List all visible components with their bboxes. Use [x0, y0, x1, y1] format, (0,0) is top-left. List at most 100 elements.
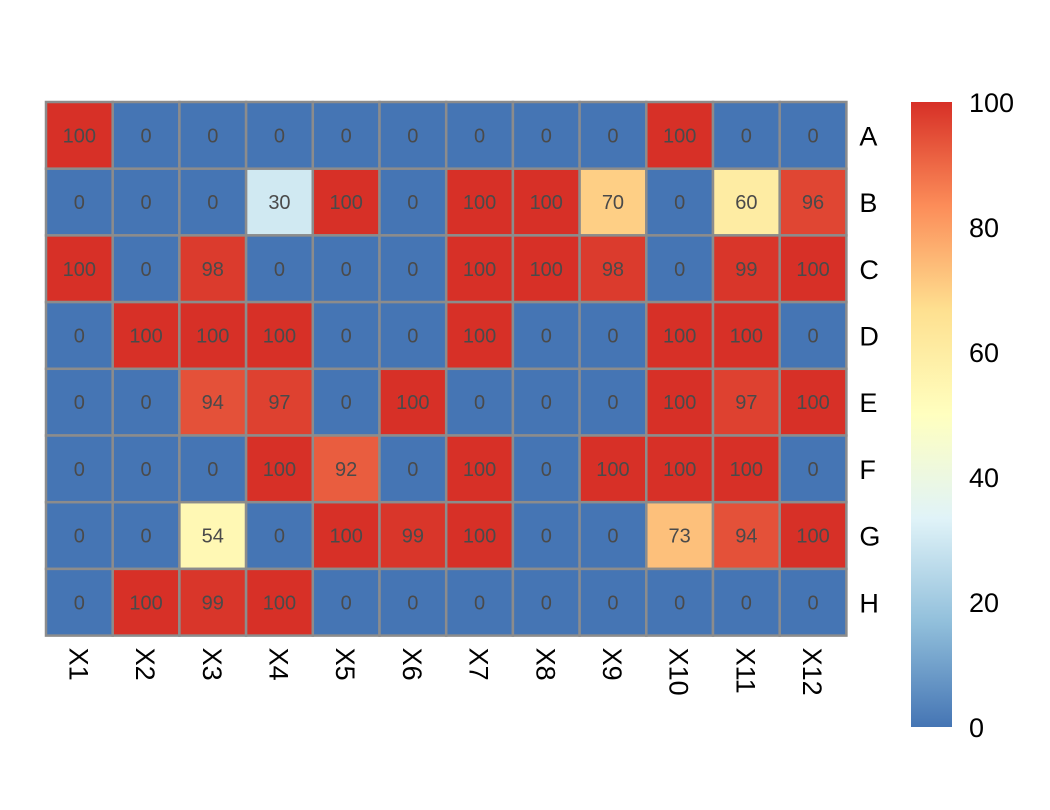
cell-value-label: 100	[463, 459, 496, 481]
heatmap-cell-E-X7	[444, 367, 515, 437]
cell-value-label: 0	[541, 325, 552, 347]
cell-value-label: 0	[341, 325, 352, 347]
row-labels: A B C D E F G H	[859, 121, 880, 618]
heatmap-cell-G-X6	[378, 500, 448, 571]
cell-value-label: 100	[663, 392, 696, 414]
cell-value-label: 0	[474, 392, 485, 414]
heatmap-cell-H-X10	[645, 567, 715, 637]
cell-value-label: 100	[129, 325, 162, 347]
column-label-X6: X6	[397, 648, 427, 681]
cell-value-label: 0	[207, 125, 218, 147]
heatmap-cell-B-X8	[511, 167, 581, 237]
cell-value-label: 100	[329, 526, 362, 548]
cell-value-label: 0	[341, 125, 352, 147]
heatmap-cell-G-X10	[645, 500, 715, 571]
cell-value-label: 0	[407, 259, 418, 281]
cell-value-label: 0	[741, 592, 752, 614]
cell-value-label: 0	[807, 592, 818, 614]
cell-value-label: 0	[607, 592, 618, 614]
cell-value-label: 0	[74, 592, 85, 614]
cell-value-label: 0	[807, 125, 818, 147]
cell-value-label: 0	[541, 459, 552, 481]
cell-value-label: 0	[140, 192, 151, 214]
cell-value-label: 0	[74, 459, 85, 481]
cell-value-label: 0	[407, 125, 418, 147]
heatmap-cells: 100 0 0 0 0 0 0 0 0 100 0 0 0 0 0 30 100 0 100 100 70 0 60 96 10…	[44, 100, 848, 637]
heatmap-cell-E-X5	[311, 367, 381, 437]
cell-value-label: 0	[74, 392, 85, 414]
cell-value-label: 0	[207, 192, 218, 214]
cell-value-label: 100	[463, 192, 496, 214]
cell-value-label: 0	[140, 259, 151, 281]
heatmap-cell-E-X11	[711, 367, 781, 437]
cell-value-label: 0	[341, 392, 352, 414]
heatmap-cell-E-X8	[511, 367, 581, 437]
cell-value-label: 100	[530, 192, 563, 214]
cell-value-label: 100	[396, 392, 429, 414]
heatmap-cell-F-X6	[378, 434, 448, 504]
cell-value-label: 97	[268, 392, 290, 414]
cell-value-label: 0	[407, 325, 418, 347]
heatmap-cell-A-X6	[378, 100, 448, 170]
heatmap-cell-A-X8	[511, 100, 581, 170]
cell-value-label: 0	[140, 125, 151, 147]
row-label-D: D	[859, 321, 879, 351]
heatmap-cell-F-X7	[444, 434, 515, 504]
heatmap-cell-C-X12	[778, 234, 848, 304]
cell-value-label: 0	[674, 192, 685, 214]
cell-value-label: 0	[541, 526, 552, 548]
heatmap-cell-H-X2	[111, 567, 181, 637]
cell-value-label: 30	[268, 192, 290, 214]
heatmap-cell-G-X5	[311, 500, 381, 571]
column-label-X1: X1	[63, 648, 93, 681]
legend-tick-label-100: 100	[969, 88, 1014, 118]
legend-tick-label-0: 0	[969, 713, 984, 743]
heatmap-cell-D-X6	[378, 300, 448, 371]
cell-value-label: 0	[607, 526, 618, 548]
cell-value-label: 94	[202, 392, 224, 414]
heatmap-cell-H-X7	[444, 567, 515, 637]
cell-value-label: 100	[263, 459, 296, 481]
heatmap-cell-H-X1	[44, 567, 114, 637]
cell-value-label: 0	[807, 459, 818, 481]
cell-value-label: 0	[140, 526, 151, 548]
cell-value-label: 0	[607, 392, 618, 414]
cell-value-label: 0	[341, 259, 352, 281]
cell-value-label: 100	[129, 592, 162, 614]
cell-value-label: 100	[663, 125, 696, 147]
cell-value-label: 97	[735, 392, 757, 414]
heatmap-cell-F-X8	[511, 434, 581, 504]
row-label-G: G	[859, 522, 880, 552]
cell-value-label: 0	[274, 526, 285, 548]
legend-tick-label-60: 60	[969, 338, 999, 368]
heatmap-cell-G-X3	[178, 500, 248, 571]
heatmap-cell-G-X9	[578, 500, 648, 571]
heatmap-cell-H-X9	[578, 567, 648, 637]
heatmap-cell-H-X11	[711, 567, 781, 637]
cell-value-label: 0	[140, 392, 151, 414]
cell-value-label: 100	[463, 526, 496, 548]
color-legend: 0 20 40 60 80 100	[911, 88, 1014, 743]
heatmap-cell-H-X12	[778, 567, 848, 637]
cell-value-label: 0	[607, 125, 618, 147]
heatmap-cell-A-X10	[645, 100, 715, 170]
cell-value-label: 100	[663, 325, 696, 347]
row-label-E: E	[859, 388, 877, 418]
heatmap-cell-E-X1	[44, 367, 114, 437]
cell-value-label: 99	[402, 526, 424, 548]
heatmap-cell-H-X4	[244, 567, 315, 637]
heatmap-cell-B-X7	[444, 167, 515, 237]
cell-value-label: 92	[335, 459, 357, 481]
heatmap-cell-A-X1	[44, 100, 114, 170]
legend-tick-label-40: 40	[969, 463, 999, 493]
cell-value-label: 60	[735, 192, 757, 214]
cell-value-label: 0	[541, 592, 552, 614]
heatmap-cell-H-X5	[311, 567, 381, 637]
heatmap-cell-F-X9	[578, 434, 648, 504]
row-label-H: H	[859, 588, 879, 618]
cell-value-label: 0	[74, 192, 85, 214]
cell-value-label: 100	[463, 259, 496, 281]
cell-value-label: 0	[741, 125, 752, 147]
cell-value-label: 94	[735, 526, 757, 548]
column-label-X10: X10	[664, 648, 694, 696]
